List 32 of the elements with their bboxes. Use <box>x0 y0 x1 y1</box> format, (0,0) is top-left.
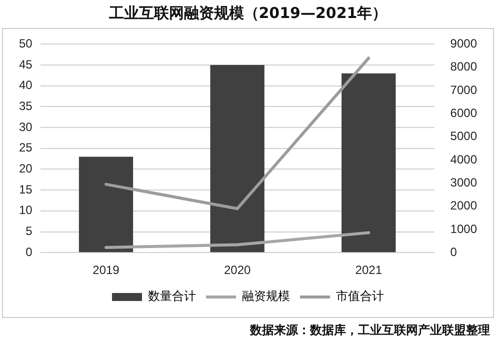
y-tick-label: 15 <box>18 182 33 196</box>
y2-tick-label: 4000 <box>450 152 478 166</box>
y2-tick-label: 6000 <box>450 106 478 120</box>
x-tick-label: 2020 <box>224 263 251 278</box>
bar <box>78 156 134 252</box>
chart-title: 工业互联网融资规模（2019—2021年） <box>108 4 388 23</box>
x-tick-label: 2019 <box>92 263 120 278</box>
legend-label: 市值合计 <box>336 289 384 304</box>
y2-tick-label: 2000 <box>450 198 478 213</box>
y2-tick-label: 1000 <box>450 222 478 236</box>
legend-label: 数量合计 <box>148 289 196 304</box>
y2-tick-label: 0 <box>450 244 458 259</box>
y-tick-label: 30 <box>18 120 33 134</box>
y2-tick-label: 7000 <box>450 82 478 97</box>
bar <box>342 73 396 252</box>
y-tick-label: 35 <box>18 99 33 114</box>
y-tick-label: 20 <box>18 162 33 176</box>
y2-tick-label: 8000 <box>450 60 478 74</box>
y-tick-label: 5 <box>26 224 33 238</box>
y-tick-label: 10 <box>18 203 33 218</box>
y-tick-label: 0 <box>26 244 33 259</box>
y2-tick-label: 9000 <box>450 36 478 51</box>
y2-tick-label: 5000 <box>450 129 478 144</box>
y-tick-label: 25 <box>18 140 33 155</box>
bar <box>210 65 264 252</box>
y-tick-label: 40 <box>18 78 33 92</box>
y-tick-label: 50 <box>18 36 33 51</box>
source-note: 数据来源：数据库，工业互联网产业联盟整理 <box>250 322 490 339</box>
legend-label: 融资规模 <box>242 289 290 304</box>
y2-tick-label: 3000 <box>450 175 478 190</box>
x-tick-label: 2021 <box>355 263 382 278</box>
y-tick-label: 45 <box>18 57 33 72</box>
